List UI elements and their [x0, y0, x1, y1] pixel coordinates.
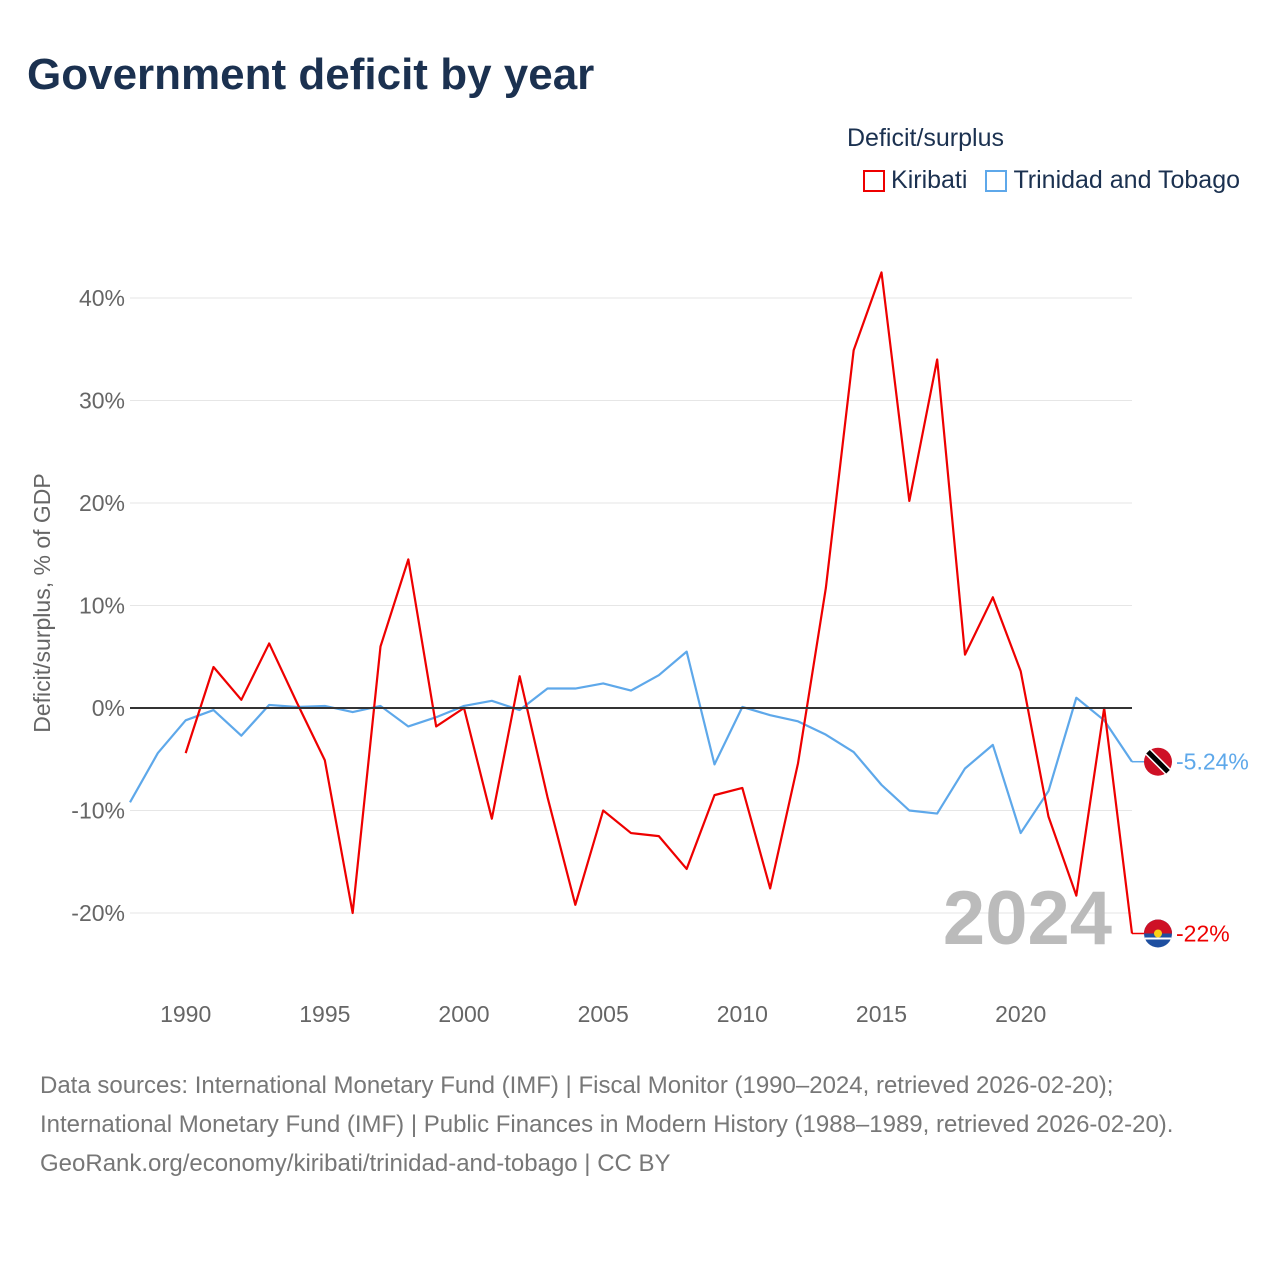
y-tick-label: 10% — [79, 593, 125, 619]
y-tick-label: -10% — [71, 798, 125, 824]
trinidad-flag-stripe — [1146, 749, 1170, 774]
y-axis-label: Deficit/surplus, % of GDP — [29, 473, 55, 732]
legend-swatch-trinidad — [985, 169, 1008, 192]
legend: Kiribati Trinidad and Tobago — [863, 166, 1240, 195]
end-label-kiribati: -22% — [1176, 921, 1230, 947]
x-tick-label: 2015 — [856, 1001, 907, 1027]
end-label-trinidad: -5.24% — [1176, 749, 1249, 775]
x-tick-label: 1990 — [160, 1001, 211, 1027]
legend-label: Kiribati — [891, 166, 968, 194]
x-tick-label: 2020 — [995, 1001, 1046, 1027]
series-line-kiribati — [184, 271, 1134, 934]
series-line-trinidad — [129, 650, 1133, 835]
legend-item-kiribati[interactable]: Kiribati — [863, 166, 967, 195]
footer: Data sources: International Monetary Fun… — [40, 1066, 1240, 1183]
y-tick-label: -20% — [71, 900, 125, 926]
x-tick-label: 2005 — [578, 1001, 629, 1027]
data-sources: Data sources: International Monetary Fun… — [40, 1072, 1174, 1138]
kiribati-flag-red — [1144, 919, 1172, 934]
y-tick-label: 30% — [79, 388, 125, 414]
x-tick-label: 2010 — [717, 1001, 768, 1027]
x-tick-label: 2000 — [438, 1001, 489, 1027]
y-tick-label: 20% — [79, 490, 125, 516]
legend-item-trinidad[interactable]: Trinidad and Tobago — [985, 166, 1240, 195]
source-link[interactable]: GeoRank.org/economy/kiribati/trinidad-an… — [40, 1150, 671, 1177]
x-tick-label: 1995 — [299, 1001, 350, 1027]
legend-label: Trinidad and Tobago — [1013, 166, 1240, 194]
y-tick-label: 0% — [92, 695, 125, 721]
y-tick-label: 40% — [79, 285, 125, 311]
kiribati-flag-sun — [1154, 929, 1162, 938]
year-watermark: 2024 — [943, 876, 1112, 961]
legend-title: Deficit/surplus — [847, 124, 1004, 152]
chart-title: Government deficit by year — [27, 50, 595, 99]
legend-swatch-kiribati — [863, 169, 886, 192]
